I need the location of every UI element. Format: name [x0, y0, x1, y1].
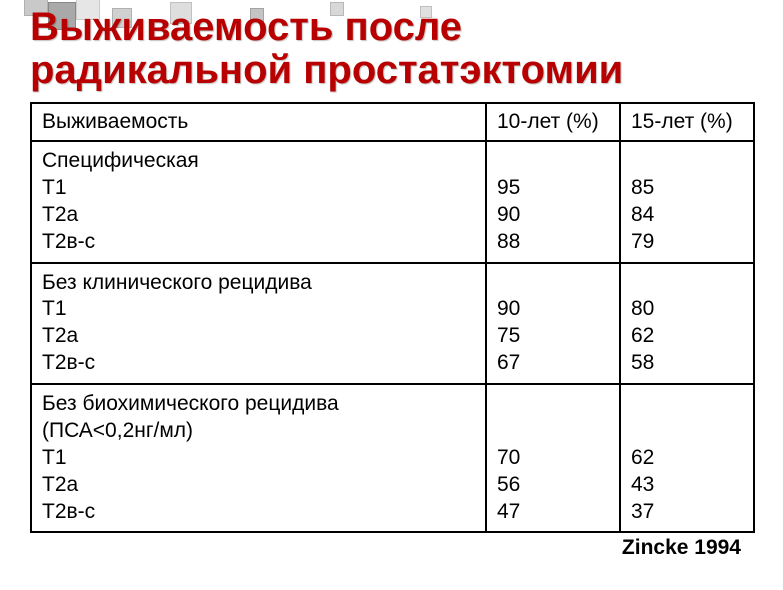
row-label: СпецифическаяТ1Т2аТ2в-с [31, 141, 486, 263]
table-row: Без биохимического рецидива(ПСА<0,2нг/мл… [31, 384, 754, 532]
row-10yr: 705647 [486, 384, 620, 532]
table-row: СпецифическаяТ1Т2аТ2в-с 959088 858479 [31, 141, 754, 263]
survival-table: Выживаемость10-лет (%)15-лет (%)Специфич… [30, 102, 755, 533]
row-label: Без биохимического рецидива(ПСА<0,2нг/мл… [31, 384, 486, 532]
header-10yr: 10-лет (%) [486, 103, 620, 141]
slide-title: Выживаемость после радикальной простатэк… [30, 6, 623, 92]
table-header-row: Выживаемость10-лет (%)15-лет (%) [31, 103, 754, 141]
table-row: Без клинического рецидиваТ1Т2аТ2в-с 9075… [31, 263, 754, 385]
title-line-2: радикальной простатэктомии [30, 48, 623, 92]
row-15yr: 624337 [620, 384, 754, 532]
title-line-1: Выживаемость после [30, 5, 462, 49]
row-10yr: 907567 [486, 263, 620, 385]
header-15yr: 15-лет (%) [620, 103, 754, 141]
row-15yr: 858479 [620, 141, 754, 263]
source-citation: Zincke 1994 [622, 536, 741, 560]
header-survival: Выживаемость [31, 103, 486, 141]
row-10yr: 959088 [486, 141, 620, 263]
row-label: Без клинического рецидиваТ1Т2аТ2в-с [31, 263, 486, 385]
row-15yr: 806258 [620, 263, 754, 385]
